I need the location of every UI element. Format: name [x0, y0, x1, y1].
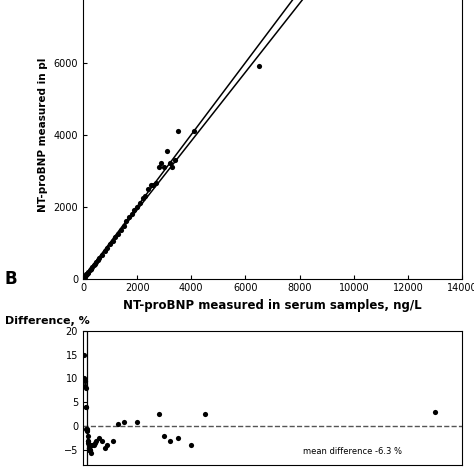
- Point: [94, 256, 101, 264]
- Point: [144, 185, 152, 192]
- Point: [174, 127, 182, 135]
- Point: [101, 444, 109, 452]
- Point: [87, 449, 94, 456]
- Point: [80, 351, 88, 358]
- Point: [83, 427, 91, 435]
- Point: [125, 214, 133, 221]
- Point: [133, 203, 141, 210]
- Point: [84, 439, 92, 447]
- Point: [188, 442, 195, 449]
- Point: [83, 270, 91, 277]
- Point: [150, 181, 157, 189]
- Point: [86, 447, 93, 454]
- Point: [136, 199, 144, 207]
- Point: [89, 263, 96, 271]
- Point: [114, 420, 122, 428]
- Point: [81, 273, 88, 281]
- Point: [98, 251, 106, 259]
- Point: [147, 181, 155, 189]
- Point: [84, 269, 91, 276]
- X-axis label: NT-proBNP measured in serum samples, ng/L: NT-proBNP measured in serum samples, ng/…: [123, 299, 422, 312]
- Point: [166, 160, 173, 167]
- Text: B: B: [5, 270, 18, 288]
- Point: [158, 160, 165, 167]
- Point: [91, 439, 99, 447]
- Point: [155, 163, 163, 171]
- Point: [87, 442, 95, 449]
- Point: [431, 408, 439, 416]
- Point: [155, 410, 163, 418]
- Point: [190, 127, 198, 135]
- Point: [174, 435, 182, 442]
- Point: [87, 265, 95, 273]
- Point: [201, 410, 209, 418]
- Point: [89, 442, 96, 449]
- Point: [86, 447, 94, 454]
- Point: [120, 418, 128, 425]
- Point: [106, 241, 114, 248]
- Point: [103, 442, 111, 449]
- Point: [82, 384, 90, 392]
- Point: [85, 444, 93, 452]
- Point: [82, 382, 89, 390]
- Point: [93, 437, 100, 445]
- Point: [120, 223, 128, 230]
- Point: [109, 437, 117, 445]
- Y-axis label: NT-proBNP measured in pl: NT-proBNP measured in pl: [38, 57, 48, 212]
- Point: [80, 274, 88, 282]
- Point: [86, 266, 93, 274]
- Text: Difference, %: Difference, %: [5, 316, 90, 326]
- Point: [133, 418, 141, 425]
- Point: [83, 426, 91, 434]
- Point: [82, 403, 90, 411]
- Point: [141, 192, 149, 200]
- Point: [128, 210, 136, 218]
- Point: [114, 230, 122, 237]
- Point: [81, 374, 88, 382]
- Point: [163, 147, 171, 155]
- Point: [93, 258, 100, 265]
- Point: [139, 194, 146, 201]
- Point: [84, 437, 91, 445]
- Point: [171, 156, 179, 164]
- Point: [169, 163, 176, 171]
- Point: [91, 260, 99, 267]
- Point: [131, 206, 138, 214]
- Point: [98, 437, 106, 445]
- Point: [101, 247, 109, 255]
- Point: [166, 437, 173, 445]
- Point: [81, 377, 88, 385]
- Point: [122, 217, 130, 225]
- Point: [160, 163, 168, 171]
- Point: [95, 435, 103, 442]
- Point: [87, 265, 94, 273]
- Point: [85, 442, 92, 449]
- Point: [90, 442, 98, 449]
- Point: [86, 447, 93, 454]
- Point: [95, 255, 103, 262]
- Point: [160, 432, 168, 439]
- Point: [82, 403, 90, 411]
- Point: [90, 261, 98, 269]
- Point: [117, 226, 125, 234]
- Point: [255, 63, 263, 70]
- Point: [109, 237, 117, 245]
- Point: [85, 444, 93, 452]
- Point: [112, 233, 119, 241]
- Point: [84, 437, 92, 445]
- Point: [82, 271, 90, 278]
- Point: [81, 273, 88, 281]
- Point: [103, 244, 111, 252]
- Point: [84, 432, 91, 439]
- Point: [84, 268, 92, 275]
- Point: [82, 425, 90, 432]
- Point: [83, 425, 91, 432]
- Point: [152, 179, 160, 187]
- Point: [82, 272, 90, 279]
- Point: [82, 272, 89, 280]
- Text: mean difference -6.3 %: mean difference -6.3 %: [303, 447, 402, 456]
